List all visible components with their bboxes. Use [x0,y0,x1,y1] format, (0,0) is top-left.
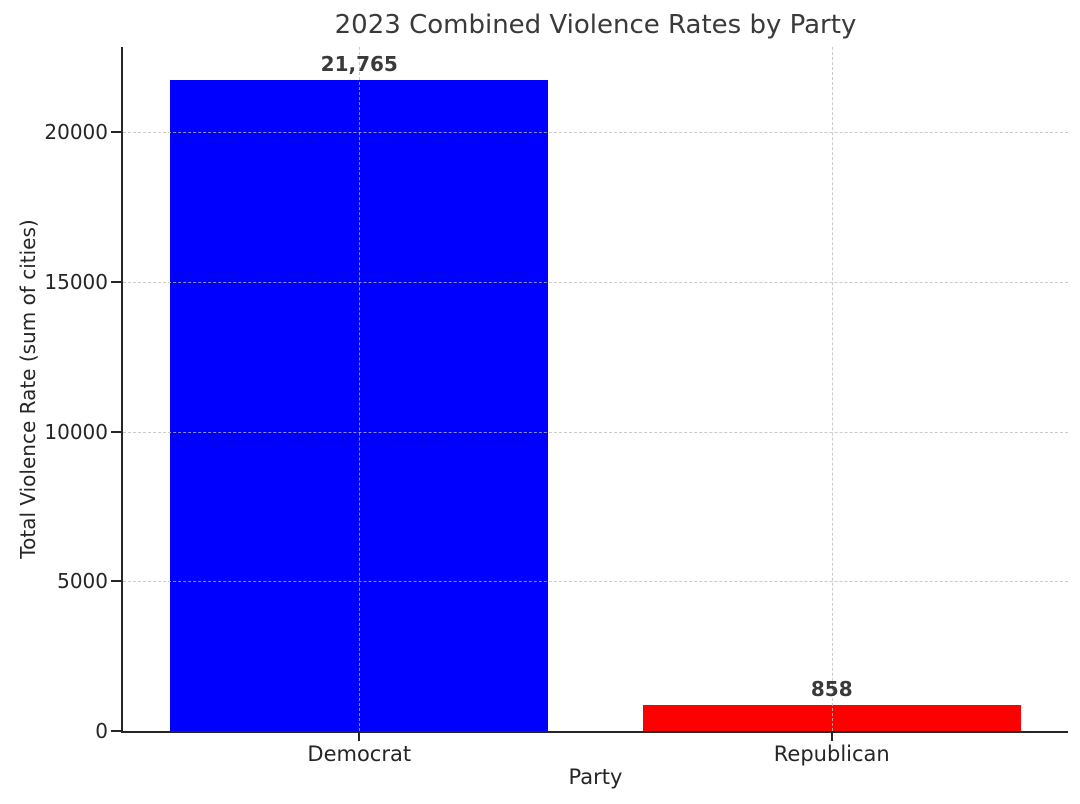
y-tick-mark-0 [111,730,121,732]
x-axis-label: Party [568,765,623,789]
gridline-v-democrat [359,47,361,731]
y-tick-label-15000: 15000 [44,270,108,295]
y-tick-mark-20000 [111,131,121,134]
y-axis-label: Total Violence Rate (sum of cities) [16,219,40,559]
x-tick-label-republican: Republican [773,742,890,766]
y-tick-mark-5000 [111,580,121,583]
x-tick-mark-democrat [358,733,361,741]
y-tick-label-20000: 20000 [44,120,108,145]
gridline-h-10000 [123,431,1068,433]
y-tick-label-0: 0 [95,719,108,743]
y-tick-mark-10000 [111,430,121,433]
x-tick-label-democrat: Democrat [307,742,412,766]
gridline-h-20000 [123,132,1068,134]
bar-value-label-republican: 858 [810,677,853,702]
bar-value-label-democrat: 21,765 [320,51,398,76]
gridline-v-republican [831,47,833,731]
chart-title: 2023 Combined Violence Rates by Party [334,10,857,40]
plot-area: 0 5000 10000 15000 20000 Democrat 21,765 Republ… [44,47,1068,766]
y-tick-label-10000: 10000 [44,419,108,444]
y-tick-label-5000: 5000 [57,569,108,594]
gridline-h-5000 [123,581,1068,583]
x-tick-mark-republican [830,733,833,741]
gridline-h-15000 [123,282,1068,284]
y-tick-mark-15000 [111,281,121,284]
